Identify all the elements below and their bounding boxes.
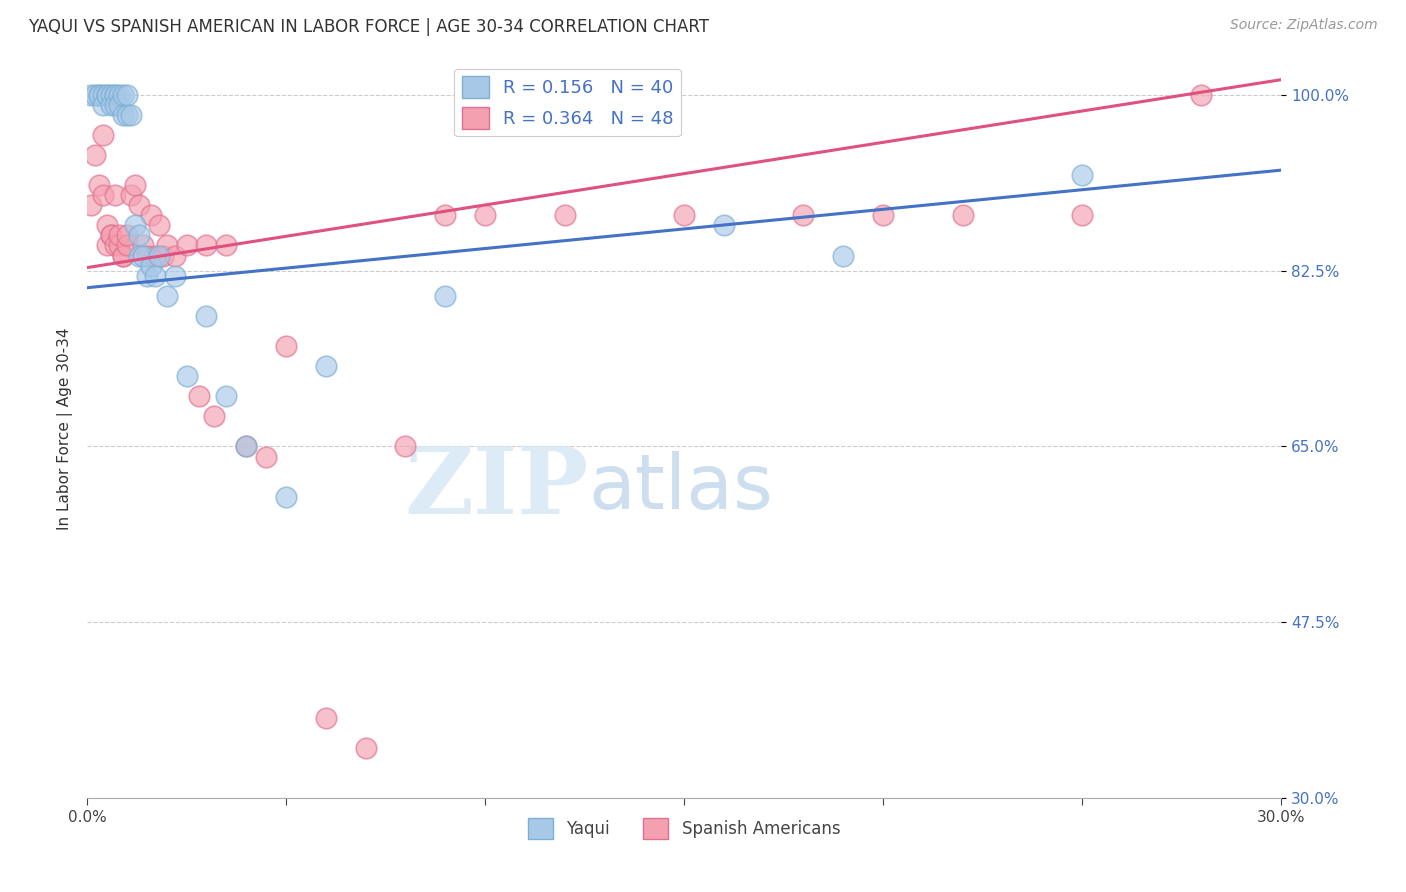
Point	[274, 339, 297, 353]
Point	[120, 108, 142, 122]
Point	[872, 208, 894, 222]
Point	[195, 238, 218, 252]
Point	[91, 128, 114, 142]
Point	[1191, 87, 1213, 102]
Point	[128, 198, 150, 212]
Point	[952, 208, 974, 222]
Point	[115, 87, 138, 102]
Point	[713, 219, 735, 233]
Point	[148, 248, 170, 262]
Y-axis label: In Labor Force | Age 30-34: In Labor Force | Age 30-34	[58, 327, 73, 530]
Point	[100, 98, 122, 112]
Point	[135, 248, 157, 262]
Point	[108, 238, 131, 252]
Point	[111, 87, 134, 102]
Point	[235, 440, 257, 454]
Text: ZIP: ZIP	[405, 443, 589, 533]
Point	[139, 259, 162, 273]
Point	[108, 228, 131, 243]
Point	[1071, 168, 1094, 182]
Point	[80, 198, 103, 212]
Point	[152, 248, 174, 262]
Point	[87, 87, 110, 102]
Point	[111, 248, 134, 262]
Point	[104, 87, 127, 102]
Point	[394, 440, 416, 454]
Point	[87, 178, 110, 193]
Point	[96, 219, 118, 233]
Point	[156, 289, 179, 303]
Point	[104, 87, 127, 102]
Point	[176, 238, 198, 252]
Point	[1071, 208, 1094, 222]
Point	[108, 98, 131, 112]
Point	[115, 238, 138, 252]
Point	[84, 148, 107, 162]
Point	[143, 268, 166, 283]
Point	[187, 389, 209, 403]
Point	[132, 248, 155, 262]
Point	[139, 208, 162, 222]
Point	[176, 369, 198, 384]
Point	[148, 219, 170, 233]
Point	[100, 87, 122, 102]
Point	[156, 238, 179, 252]
Point	[115, 108, 138, 122]
Point	[120, 188, 142, 202]
Point	[204, 409, 226, 424]
Point	[91, 188, 114, 202]
Point	[128, 228, 150, 243]
Point	[135, 268, 157, 283]
Point	[215, 389, 238, 403]
Point	[474, 208, 496, 222]
Point	[163, 248, 186, 262]
Point	[80, 87, 103, 102]
Point	[100, 228, 122, 243]
Point	[104, 98, 127, 112]
Point	[128, 248, 150, 262]
Point	[434, 289, 457, 303]
Point	[100, 228, 122, 243]
Point	[96, 238, 118, 252]
Point	[104, 238, 127, 252]
Point	[554, 208, 576, 222]
Point	[104, 188, 127, 202]
Point	[163, 268, 186, 283]
Point	[434, 208, 457, 222]
Point	[91, 98, 114, 112]
Point	[235, 440, 257, 454]
Point	[84, 87, 107, 102]
Point	[124, 219, 146, 233]
Point	[354, 740, 377, 755]
Point	[96, 87, 118, 102]
Text: atlas: atlas	[589, 451, 773, 525]
Point	[111, 108, 134, 122]
Point	[87, 87, 110, 102]
Point	[143, 248, 166, 262]
Point	[315, 359, 337, 373]
Text: Source: ZipAtlas.com: Source: ZipAtlas.com	[1230, 18, 1378, 32]
Point	[215, 238, 238, 252]
Legend: Yaqui, Spanish Americans: Yaqui, Spanish Americans	[522, 812, 846, 846]
Point	[315, 711, 337, 725]
Text: YAQUI VS SPANISH AMERICAN IN LABOR FORCE | AGE 30-34 CORRELATION CHART: YAQUI VS SPANISH AMERICAN IN LABOR FORCE…	[28, 18, 709, 36]
Point	[195, 309, 218, 323]
Point	[792, 208, 814, 222]
Point	[673, 208, 696, 222]
Point	[124, 178, 146, 193]
Point	[115, 228, 138, 243]
Point	[111, 248, 134, 262]
Point	[832, 248, 855, 262]
Point	[132, 238, 155, 252]
Point	[274, 490, 297, 504]
Point	[96, 87, 118, 102]
Point	[91, 87, 114, 102]
Point	[108, 87, 131, 102]
Point	[254, 450, 277, 464]
